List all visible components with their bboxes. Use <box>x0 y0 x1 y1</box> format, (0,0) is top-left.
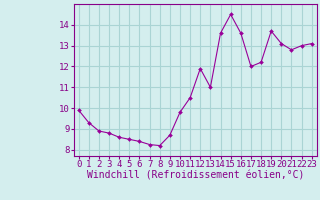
X-axis label: Windchill (Refroidissement éolien,°C): Windchill (Refroidissement éolien,°C) <box>86 171 304 181</box>
